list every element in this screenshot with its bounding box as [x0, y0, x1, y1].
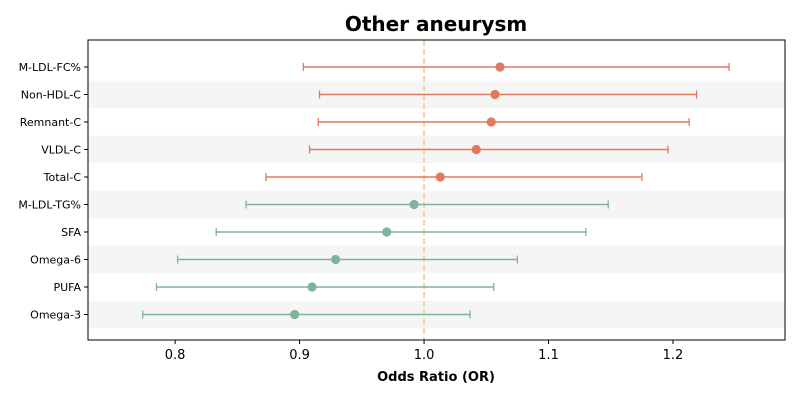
y-tick-label: Remnant-C — [20, 116, 82, 129]
x-tick-label: 1.2 — [663, 348, 684, 363]
point-vldl-c — [471, 144, 481, 155]
y-tick-label: Omega-3 — [30, 309, 81, 322]
point-omega-6 — [331, 254, 341, 265]
plot-frame — [87, 39, 786, 341]
y-tick-label: Total-C — [43, 171, 82, 184]
x-tick-label: 0.9 — [289, 348, 310, 363]
y-tick-label: PUFA — [53, 281, 81, 294]
y-tick-label: Omega-6 — [30, 254, 81, 267]
point-non-hdl-c — [490, 89, 500, 100]
x-tick-label: 1.0 — [414, 348, 435, 363]
chart-title: Other aneurysm — [345, 12, 527, 36]
point-omega-3 — [290, 309, 300, 320]
x-axis-label: Odds Ratio (OR) — [377, 370, 495, 385]
y-tick-label: M-LDL-TG% — [18, 199, 81, 212]
x-tick-label: 1.1 — [538, 348, 559, 363]
y-tick-label: SFA — [61, 226, 81, 239]
point-total-c — [435, 172, 445, 182]
point-sfa — [382, 227, 392, 237]
y-tick-label: M-LDL-FC% — [19, 61, 81, 74]
y-axis: M-LDL-FC% Non-HDL-C Remnant-C VLDL-C Total-C… — [18, 61, 88, 322]
point-m-ldl-fc- — [495, 62, 505, 72]
data-points — [290, 62, 505, 320]
x-tick-label: 0.8 — [165, 348, 186, 363]
y-tick-label: Non-HDL-C — [21, 89, 82, 102]
x-axis: 0.8 0.9 1.0 1.1 1.2 — [165, 340, 684, 363]
point-m-ldl-tg- — [409, 199, 419, 210]
y-tick-label: VLDL-C — [41, 144, 81, 157]
point-remnant-c — [486, 117, 496, 127]
error-bars — [142, 63, 730, 319]
point-pufa — [307, 282, 317, 292]
